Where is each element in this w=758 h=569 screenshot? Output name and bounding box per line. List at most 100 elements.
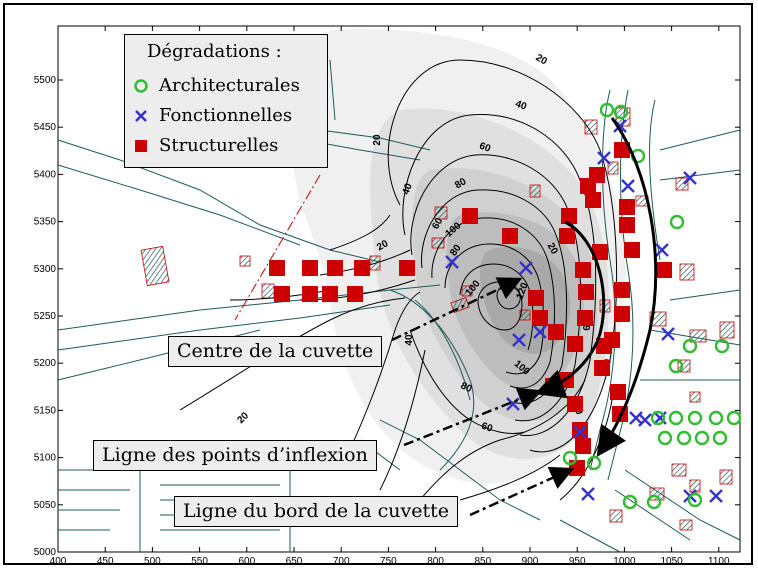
structural-damage-marker: [619, 217, 635, 233]
x-tick-label: 550: [191, 556, 208, 567]
structural-damage-marker: [585, 192, 601, 208]
structural-damage-marker: [567, 396, 583, 412]
structural-damage-marker: [327, 260, 343, 276]
y-tick-label: 5500: [34, 75, 57, 86]
structural-damage-marker: [567, 336, 583, 352]
structural-damage-marker: [302, 286, 318, 302]
structural-damage-marker: [269, 260, 285, 276]
contour-label: 60: [430, 216, 445, 232]
structural-damage-marker: [580, 178, 596, 194]
x-axis: 400 450 500 550 600 650 700 750 800 850 900 950 1000…: [50, 26, 730, 567]
contour-label: 20: [545, 241, 560, 257]
architectural-damage-marker: [668, 358, 684, 374]
x-tick-label: 1100: [708, 556, 730, 567]
structural-damage-marker: [614, 142, 630, 158]
architectural-damage-marker: [657, 430, 673, 446]
functional-damage-marker: [653, 411, 667, 425]
circle-icon: [134, 79, 148, 93]
functional-damage-marker: [683, 171, 697, 185]
structural-damage-marker: [399, 260, 415, 276]
contour-label: 80: [453, 176, 469, 191]
architectural-damage-marker: [714, 338, 730, 354]
contour-label: 40: [404, 334, 415, 346]
square-icon: [135, 140, 147, 152]
cross-icon: [135, 110, 147, 122]
y-tick-label: 5450: [34, 122, 57, 133]
architectural-damage-marker: [669, 214, 685, 230]
legend-title: Dégradations :: [147, 41, 282, 62]
contour-label: 20: [235, 410, 251, 426]
structural-damage-marker: [548, 324, 564, 340]
structural-damage-marker: [354, 260, 370, 276]
functional-damage-marker: [573, 425, 587, 439]
structural-damage-marker: [502, 228, 518, 244]
callout-inflexion: Ligne des points d’inflexion: [93, 440, 377, 471]
functional-damage-marker: [655, 243, 669, 257]
callout-center: Centre de la cuvette: [168, 336, 383, 367]
legend: Dégradations : Architecturales Fonctionn…: [124, 34, 328, 168]
legend-label: Architecturales: [159, 75, 300, 96]
y-tick-label: 5050: [34, 500, 57, 511]
structural-damage-marker: [592, 244, 608, 260]
inflexion-line: [534, 220, 606, 399]
contour-label: 20: [534, 52, 550, 67]
y-tick-label: 5200: [34, 358, 57, 369]
architectural-damage-marker: [676, 430, 692, 446]
functional-damage-marker: [445, 255, 459, 269]
structural-damage-marker: [594, 360, 610, 376]
x-tick-label: 700: [333, 556, 350, 567]
functional-damage-marker: [581, 487, 595, 501]
x-tick-label: 1050: [660, 556, 683, 567]
structural-damage-marker: [578, 284, 594, 300]
x-tick-label: 750: [380, 556, 397, 567]
contour-label: 20: [375, 238, 391, 253]
y-tick-label: 5300: [34, 264, 57, 275]
contour-label: 40: [514, 99, 529, 113]
architectural-damage-marker: [646, 494, 662, 510]
contour-label: 40: [401, 182, 415, 197]
functional-damage-marker: [597, 151, 611, 165]
structural-damage-marker: [528, 290, 544, 306]
legend-label: Fonctionnelles: [159, 105, 293, 126]
boundary-line: [234, 174, 321, 321]
contour-label: 20: [372, 134, 383, 146]
functional-damage-marker: [533, 325, 547, 339]
structural-damage-marker: [462, 208, 478, 224]
architectural-damage-marker: [562, 450, 578, 466]
functional-markers: [445, 119, 723, 503]
callout-edge: Ligne du bord de la cuvette: [174, 496, 458, 527]
x-tick-label: 900: [522, 556, 539, 567]
structural-damage-marker: [619, 199, 635, 215]
structural-damage-marker: [561, 208, 577, 224]
structural-damage-marker: [572, 422, 588, 438]
contour-lines: [179, 59, 618, 501]
edge-leader: [469, 466, 575, 517]
structural-damage-marker: [575, 262, 591, 278]
legend-label: Structurelles: [159, 135, 279, 156]
architectural-damage-marker: [613, 104, 629, 120]
structural-damage-marker: [614, 282, 630, 298]
edge-line: [596, 117, 658, 457]
functional-damage-marker: [512, 333, 526, 347]
y-tick-label: 5400: [34, 169, 57, 180]
center-leader: [391, 277, 523, 342]
x-tick-label: 450: [97, 556, 114, 567]
structural-damage-marker: [274, 286, 290, 302]
y-tick-label: 5000: [34, 547, 57, 558]
architectural-damage-marker: [687, 410, 703, 426]
y-tick-label: 5250: [34, 311, 57, 322]
structural-damage-marker: [610, 384, 626, 400]
inflexion-leader: [403, 387, 543, 447]
x-tick-label: 850: [474, 556, 491, 567]
structural-damage-marker: [347, 286, 363, 302]
functional-damage-marker: [709, 489, 723, 503]
functional-damage-marker: [661, 327, 675, 341]
architectural-damage-marker: [650, 410, 666, 426]
structural-damage-marker: [302, 260, 318, 276]
x-tick-label: 800: [427, 556, 444, 567]
structural-damage-marker: [614, 306, 630, 322]
architectural-damage-marker: [622, 494, 638, 510]
structural-damage-marker: [322, 286, 338, 302]
functional-damage-marker: [638, 413, 652, 427]
